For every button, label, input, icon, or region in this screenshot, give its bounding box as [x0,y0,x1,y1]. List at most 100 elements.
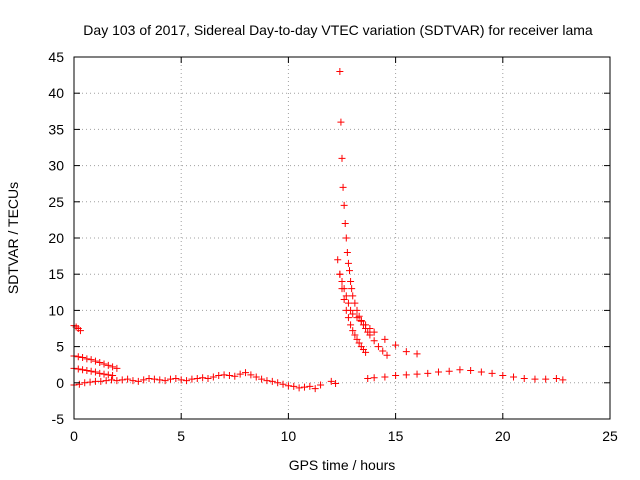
data-point [172,374,180,382]
data-point [353,306,361,314]
data-point [113,364,121,372]
x-tick-label: 20 [495,428,511,444]
data-point [76,327,84,335]
y-tick-label: 45 [48,49,64,65]
data-point [156,376,164,384]
data-point [520,374,528,382]
data-point [370,328,378,336]
data-point [150,375,158,383]
data-point [467,366,475,374]
data-point [370,374,378,382]
data-point [96,369,104,377]
y-tick-label: 30 [48,158,64,174]
data-point [161,377,169,385]
data-point [274,379,282,387]
data-point [332,380,340,388]
data-point [104,371,112,379]
data-point [424,369,432,377]
data-point [364,374,372,382]
data-point [477,368,485,376]
y-tick-label: 0 [56,375,64,391]
data-point [342,234,350,242]
series-early-short [70,322,84,335]
y-tick-label: 20 [48,230,64,246]
data-point [145,374,153,382]
data-point [347,277,355,285]
data-point [109,372,117,380]
data-point [379,347,387,355]
data-point [351,299,359,307]
data-point [349,292,357,300]
data-point [336,270,344,278]
data-point [342,306,350,314]
data-point [343,248,351,256]
data-point [445,367,453,375]
data-point [204,374,212,382]
y-tick-label: 10 [48,302,64,318]
data-point [100,360,108,368]
data-point [344,259,352,267]
data-point [91,357,99,365]
data-point [341,220,349,228]
data-point [252,373,260,381]
x-tick-label: 0 [70,428,78,444]
data-point [381,335,389,343]
data-point [349,327,357,335]
data-point [97,377,105,385]
data-point [100,370,108,378]
data-point [258,375,266,383]
y-tick-label: 15 [48,266,64,282]
data-point [366,325,374,332]
data-point [279,380,287,388]
x-tick-label: 5 [177,428,185,444]
data-point [338,285,346,293]
data-point [193,374,201,382]
data-point [402,348,410,356]
data-point [383,351,391,359]
data-point [140,376,148,384]
series-baseline-early [70,369,340,393]
data-point [344,314,352,322]
data-points-layer [70,67,567,393]
data-point [327,377,335,385]
data-point [499,372,507,380]
data-point [456,366,464,374]
data-point [338,154,346,162]
data-point [75,380,83,388]
data-point [342,292,350,300]
data-point [188,375,196,383]
series-spike-secondary [334,256,421,358]
data-point [96,359,104,367]
data-point [510,373,518,381]
data-point [349,310,357,318]
data-point [317,381,325,389]
y-tick-label: 40 [48,85,64,101]
data-point [559,376,567,384]
data-point [339,183,347,191]
data-point [74,353,82,361]
data-point [337,118,345,126]
chart-title: Day 103 of 2017, Sidereal Day-to-day VTE… [83,22,593,38]
data-point [74,365,82,373]
data-point [134,377,142,385]
data-point [83,366,91,374]
data-point [183,377,191,385]
x-tick-label: 10 [281,428,297,444]
series-spike-main [336,67,391,359]
data-point [209,373,217,381]
data-point [91,368,99,376]
data-point [268,377,276,385]
data-point [392,372,400,380]
data-point [108,376,116,384]
data-point [236,370,244,378]
data-point [79,366,87,374]
data-point [344,299,352,307]
data-point [531,375,539,383]
data-point [109,363,117,371]
data-point [118,376,126,384]
data-point [381,373,389,381]
y-tick-label: 25 [48,194,64,210]
data-point [225,372,233,380]
data-point [87,356,95,364]
data-point [353,314,361,322]
